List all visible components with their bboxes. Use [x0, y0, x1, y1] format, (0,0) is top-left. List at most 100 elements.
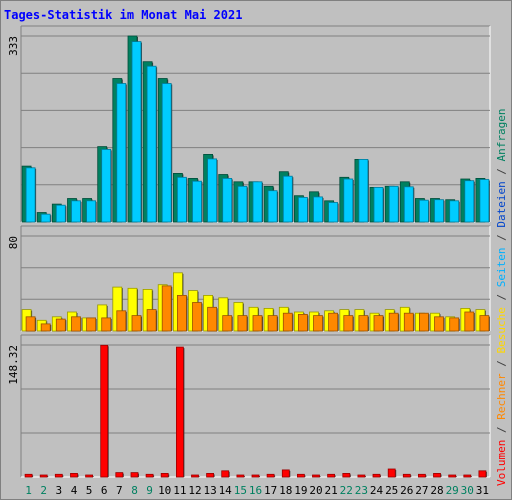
x-axis-day-label: 21 — [324, 484, 337, 497]
x-axis-day-label: 3 — [55, 484, 62, 497]
bar-dateien — [222, 177, 233, 223]
x-axis-day-label: 18 — [279, 484, 292, 497]
bar-rechner — [449, 317, 460, 332]
x-axis-day-label: 7 — [116, 484, 123, 497]
panel-background — [21, 335, 490, 477]
x-axis-day-label: 31 — [476, 484, 489, 497]
bar-volumen — [251, 474, 260, 478]
bar-rechner — [373, 315, 384, 332]
bar-rechner — [388, 312, 399, 332]
bar-dateien — [343, 178, 354, 223]
bar-volumen — [433, 472, 441, 478]
bar-volumen — [402, 473, 411, 478]
x-axis-day-label: 11 — [173, 484, 186, 497]
bar-dateien — [449, 200, 460, 223]
bar-volumen — [357, 474, 366, 478]
x-axis-day-label: 29 — [446, 484, 459, 497]
bar-rechner — [101, 317, 112, 332]
bar-rechner — [358, 315, 369, 332]
bar-volumen — [100, 344, 109, 478]
bar-volumen — [191, 474, 199, 478]
x-axis-day-label: 30 — [461, 484, 474, 497]
x-axis-day-label: 26 — [400, 484, 413, 497]
bar-dateien — [55, 204, 66, 223]
x-axis-day-label: 14 — [219, 484, 233, 497]
x-axis-day-label: 28 — [430, 484, 443, 497]
bar-rechner — [161, 285, 172, 332]
bar-volumen — [387, 468, 396, 478]
legend-entry: / — [495, 420, 508, 440]
y-axis-max-label: 148.32 — [7, 345, 20, 385]
bar-volumen — [266, 473, 275, 478]
x-axis-day-label: 9 — [146, 484, 153, 497]
bar-volumen — [24, 473, 33, 478]
x-axis-day-label: 2 — [40, 484, 47, 497]
series-legend: Volumen / Rechner / Besuche / Seiten / D… — [495, 108, 508, 486]
bar-dateien — [116, 83, 127, 223]
x-axis-day-label: 25 — [385, 484, 398, 497]
x-axis-day-label: 4 — [71, 484, 78, 497]
bar-volumen — [372, 473, 381, 478]
page-title: Tages-Statistik im Monat Mai 2021 — [4, 8, 243, 22]
bar-volumen — [296, 473, 305, 478]
bar-volumen — [160, 472, 169, 478]
x-axis-day-label: 22 — [340, 484, 353, 497]
bar-volumen — [115, 472, 124, 478]
bar-volumen — [145, 473, 154, 478]
bar-volumen — [236, 474, 245, 478]
x-axis-day-label: 27 — [415, 484, 428, 497]
bar-dateien — [267, 190, 278, 223]
bar-rechner — [40, 323, 51, 332]
bar-dateien — [237, 185, 248, 223]
bar-rechner — [237, 315, 248, 332]
bar-dateien — [101, 148, 112, 223]
bar-volumen — [281, 469, 290, 478]
bar-rechner — [146, 309, 157, 332]
bar-volumen — [478, 470, 487, 478]
bar-rechner — [207, 306, 218, 332]
bar-dateien — [328, 202, 339, 223]
bar-dateien — [373, 186, 384, 223]
bar-rechner — [55, 318, 66, 332]
bar-rechner — [252, 315, 263, 332]
bar-volumen — [448, 474, 457, 478]
bar-dateien — [388, 185, 399, 223]
bar-dateien — [176, 176, 187, 223]
bar-rechner — [116, 310, 127, 332]
bar-dateien — [434, 199, 444, 223]
bar-rechner — [176, 294, 187, 332]
x-axis-day-label: 16 — [249, 484, 262, 497]
bar-dateien — [40, 213, 51, 223]
bar-rechner — [71, 316, 81, 332]
bar-volumen — [312, 474, 320, 478]
bar-dateien — [252, 181, 263, 223]
bar-volumen — [175, 346, 184, 478]
bar-dateien — [479, 179, 490, 223]
bar-dateien — [418, 199, 429, 223]
bar-rechner — [282, 312, 293, 332]
bar-dateien — [25, 167, 36, 223]
bar-rechner — [343, 315, 354, 332]
bar-dateien — [71, 200, 81, 223]
bar-rechner — [479, 315, 490, 332]
x-axis-day-label: 10 — [158, 484, 171, 497]
legend-entry: Anfragen — [495, 108, 508, 161]
x-axis-day-label: 19 — [294, 484, 307, 497]
legend-entry: Besuche — [495, 307, 508, 353]
legend-entry: Dateien — [495, 181, 508, 227]
legend-entry: Rechner — [495, 373, 508, 420]
x-axis-day-label: 6 — [101, 484, 108, 497]
bar-volumen — [206, 472, 215, 478]
bar-rechner — [86, 317, 96, 332]
bar-dateien — [161, 83, 172, 223]
x-axis-day-label: 12 — [188, 484, 201, 497]
y-axis-max-label: 333 — [7, 36, 20, 56]
x-axis-day-label: 20 — [309, 484, 322, 497]
bar-rechner — [313, 315, 323, 332]
bar-dateien — [146, 65, 157, 223]
bar-dateien — [297, 196, 308, 223]
bar-dateien — [192, 180, 202, 223]
bar-volumen — [70, 472, 78, 478]
bar-rechner — [328, 312, 339, 332]
